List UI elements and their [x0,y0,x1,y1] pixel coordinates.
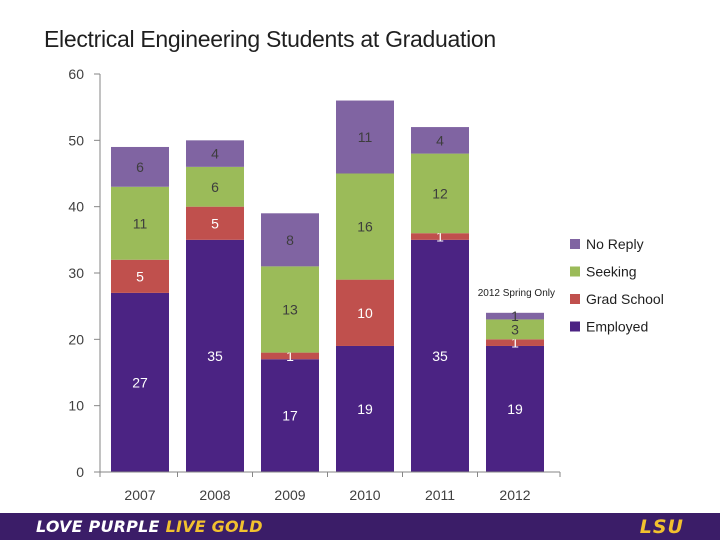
data-label-2008-grad-school: 5 [211,215,219,231]
data-label-2007-grad-school: 5 [136,268,144,284]
data-label-2011-seeking: 12 [432,185,448,201]
bar-2009-grad-school [261,352,319,360]
data-label-2011-no-reply: 4 [436,132,444,148]
data-label-2010-grad-school: 10 [357,305,373,321]
annotation-2012-spring-only: 2012 Spring Only [478,288,555,299]
bar-2008-no-reply [186,140,244,167]
data-label-2008-employed: 35 [207,348,223,364]
y-tick-label: 50 [68,132,84,148]
bar-2007-grad-school [111,259,169,293]
bar-2012-no-reply [486,312,544,320]
bar-2009-seeking [261,266,319,353]
data-label-2007-employed: 27 [132,374,148,390]
slogan: LOVE PURPLE LIVE GOLD [36,517,263,536]
bar-2011-grad-school [411,233,469,240]
legend-swatch-seeking [570,266,580,277]
data-label-2008-no-reply: 4 [211,146,219,162]
legend: No Reply Seeking Grad School Employed [570,236,664,335]
legend-swatch-no-reply [570,239,580,249]
y-tick-label: 60 [68,66,84,82]
x-tick-label-2012: 2012 [499,487,530,503]
bar-2008-seeking [186,166,244,207]
data-label-2008-seeking: 6 [211,179,219,195]
bar-2012-seeking [486,319,544,340]
legend-swatch-employed [570,321,580,332]
x-tick-label-2009: 2009 [274,487,305,503]
bar-2008-employed [186,239,244,472]
data-label-2009-seeking: 13 [282,301,298,317]
x-axis: 2007 2008 2009 2010 2011 2012 [99,471,561,503]
data-label-2012-no-reply: 1 [511,308,519,324]
data-label-2010-employed: 19 [357,401,373,417]
data-label-2012-employed: 19 [507,401,523,417]
bar-2011-seeking [411,153,469,234]
x-tick-label-2008: 2008 [199,487,230,503]
legend-swatch-grad-school [570,294,580,304]
bar-2011-employed [411,239,469,472]
y-tick-label: 40 [68,199,84,215]
legend-label-employed: Employed [586,319,648,335]
data-label-2009-no-reply: 8 [286,232,294,248]
bar-2011-no-reply [411,127,469,154]
lsu-logo: LSU [639,516,684,538]
bar-2010-grad-school [336,279,394,346]
bar-2007-employed [111,292,169,472]
bar-2009-employed [261,359,319,472]
x-tick-label-2011: 2011 [425,487,455,503]
data-label-2007-no-reply: 6 [136,159,144,175]
data-label-2009-grad-school: 1 [286,348,294,364]
x-tick-label-2010: 2010 [349,487,380,503]
data-label-2009-employed: 17 [282,408,298,424]
bar-2010-seeking [336,173,394,280]
footer-bar: LOVE PURPLE LIVE GOLD LSU [0,513,720,540]
data-label-2011-employed: 35 [432,348,448,364]
bar-2010-employed [336,345,394,472]
y-axis: 0 10 20 30 40 50 60 [68,66,101,480]
legend-label-no-reply: No Reply [586,236,644,252]
legend-label-grad-school: Grad School [586,291,664,307]
slogan-love-purple: LOVE PURPLE [36,517,160,536]
data-label-2012-seeking: 3 [511,321,519,337]
bar-2010-no-reply [336,100,394,174]
x-tick-label-2007: 2007 [124,487,155,503]
data-label-2007-seeking: 11 [133,215,148,231]
bar-2012-grad-school [486,339,544,346]
data-label-2010-no-reply: 11 [358,129,373,145]
slogan-live-gold: LIVE GOLD [165,517,263,536]
chart-title: Electrical Engineering Students at Gradu… [44,26,496,52]
legend-label-seeking: Seeking [586,264,637,280]
y-tick-label: 20 [68,331,84,347]
y-tick-label: 30 [68,265,84,281]
data-label-2011-grad-school: 1 [436,229,444,245]
y-tick-label: 10 [68,398,84,414]
bar-2007-seeking [111,186,169,260]
bar-2009-no-reply [261,213,319,267]
bar-2008-grad-school [186,206,244,240]
y-tick-label: 0 [76,464,84,480]
data-label-2010-seeking: 16 [357,219,373,235]
data-label-2012-grad-school: 1 [511,335,519,351]
bar-2007-no-reply [111,146,169,187]
bar-2012-employed [486,345,544,472]
